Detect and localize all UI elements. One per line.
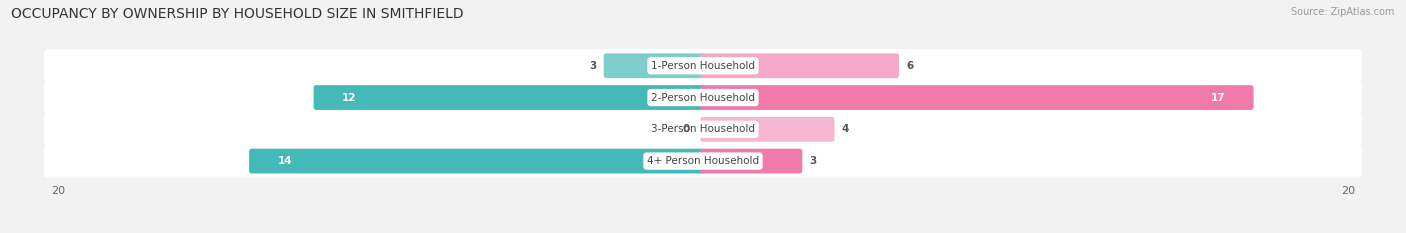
- FancyBboxPatch shape: [44, 49, 1362, 82]
- FancyBboxPatch shape: [700, 149, 803, 174]
- FancyBboxPatch shape: [700, 53, 898, 78]
- Text: 12: 12: [342, 93, 357, 103]
- Text: 2-Person Household: 2-Person Household: [651, 93, 755, 103]
- FancyBboxPatch shape: [44, 144, 1362, 178]
- FancyBboxPatch shape: [44, 81, 1362, 114]
- Text: 3: 3: [589, 61, 596, 71]
- Legend: Owner-occupied, Renter-occupied: Owner-occupied, Renter-occupied: [592, 231, 814, 233]
- Text: 1-Person Household: 1-Person Household: [651, 61, 755, 71]
- FancyBboxPatch shape: [314, 85, 706, 110]
- Text: 4: 4: [842, 124, 849, 134]
- Text: 6: 6: [905, 61, 914, 71]
- FancyBboxPatch shape: [603, 53, 706, 78]
- Text: 14: 14: [277, 156, 292, 166]
- Text: 4+ Person Household: 4+ Person Household: [647, 156, 759, 166]
- Text: Source: ZipAtlas.com: Source: ZipAtlas.com: [1291, 7, 1395, 17]
- Text: 3: 3: [810, 156, 817, 166]
- Text: OCCUPANCY BY OWNERSHIP BY HOUSEHOLD SIZE IN SMITHFIELD: OCCUPANCY BY OWNERSHIP BY HOUSEHOLD SIZE…: [11, 7, 464, 21]
- FancyBboxPatch shape: [249, 149, 706, 174]
- FancyBboxPatch shape: [44, 113, 1362, 146]
- Text: 0: 0: [683, 124, 690, 134]
- FancyBboxPatch shape: [700, 117, 835, 142]
- FancyBboxPatch shape: [700, 85, 1254, 110]
- Text: 17: 17: [1211, 93, 1225, 103]
- Text: 3-Person Household: 3-Person Household: [651, 124, 755, 134]
